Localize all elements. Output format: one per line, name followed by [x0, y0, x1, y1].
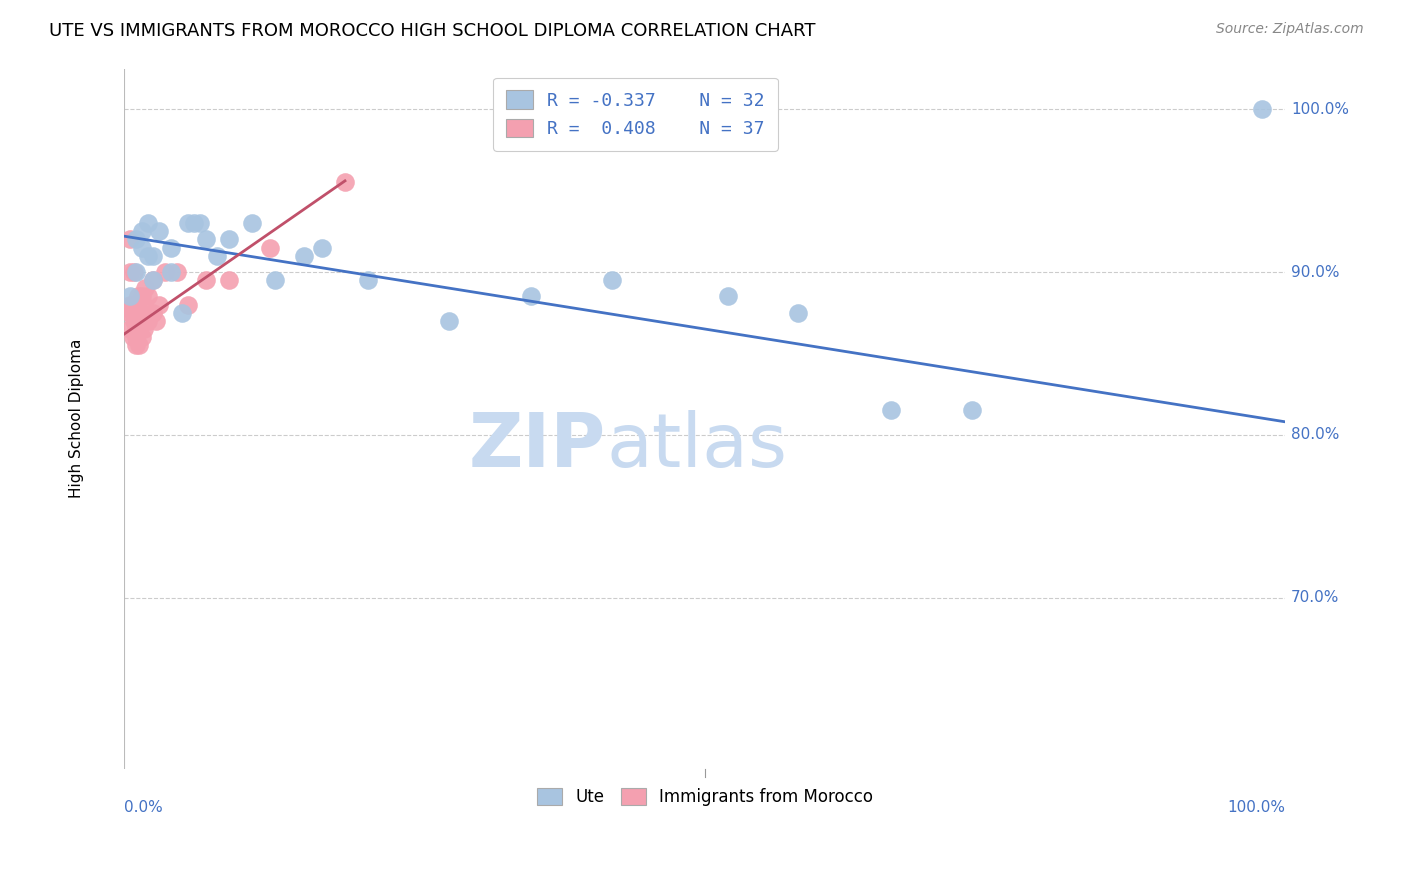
Point	[136, 314, 159, 328]
Point	[333, 176, 356, 190]
Point	[259, 241, 281, 255]
Point	[131, 224, 153, 238]
Point	[131, 241, 153, 255]
Point	[125, 232, 148, 246]
Point	[194, 273, 217, 287]
Point	[172, 306, 194, 320]
Point	[128, 338, 150, 352]
Point	[240, 216, 263, 230]
Point	[1251, 102, 1274, 116]
Point	[292, 249, 315, 263]
Point	[148, 297, 170, 311]
Point	[148, 224, 170, 238]
Text: 0.0%: 0.0%	[124, 800, 163, 815]
Point	[166, 265, 188, 279]
Point	[127, 322, 149, 336]
Text: 90.0%: 90.0%	[1291, 265, 1340, 279]
Point	[159, 241, 181, 255]
Point	[136, 216, 159, 230]
Point	[600, 273, 623, 287]
Legend: Ute, Immigrants from Morocco: Ute, Immigrants from Morocco	[530, 781, 880, 813]
Point	[439, 314, 461, 328]
Point	[121, 330, 143, 344]
Point	[136, 249, 159, 263]
Text: UTE VS IMMIGRANTS FROM MOROCCO HIGH SCHOOL DIPLOMA CORRELATION CHART: UTE VS IMMIGRANTS FROM MOROCCO HIGH SCHO…	[49, 22, 815, 40]
Point	[142, 306, 165, 320]
Point	[142, 249, 165, 263]
Point	[122, 314, 145, 328]
Point	[131, 289, 153, 303]
Point	[120, 297, 142, 311]
Point	[125, 322, 148, 336]
Point	[159, 265, 181, 279]
Point	[125, 330, 148, 344]
Point	[127, 289, 149, 303]
Text: Source: ZipAtlas.com: Source: ZipAtlas.com	[1216, 22, 1364, 37]
Point	[121, 297, 143, 311]
Point	[120, 322, 142, 336]
Point	[120, 289, 142, 303]
Point	[136, 289, 159, 303]
Text: High School Diploma: High School Diploma	[69, 339, 84, 499]
Point	[120, 265, 142, 279]
Point	[218, 232, 240, 246]
Point	[131, 330, 153, 344]
Point	[142, 273, 165, 287]
Point	[134, 281, 156, 295]
Point	[120, 232, 142, 246]
Point	[134, 314, 156, 328]
Text: 80.0%: 80.0%	[1291, 427, 1340, 442]
Point	[194, 232, 217, 246]
Point	[145, 314, 167, 328]
Point	[357, 273, 380, 287]
Text: 100.0%: 100.0%	[1291, 102, 1350, 117]
Point	[153, 265, 176, 279]
Point	[786, 306, 808, 320]
Point	[125, 306, 148, 320]
Text: 70.0%: 70.0%	[1291, 591, 1340, 605]
Point	[132, 322, 155, 336]
Point	[264, 273, 287, 287]
Point	[125, 265, 148, 279]
Point	[121, 306, 143, 320]
Point	[188, 216, 211, 230]
Point	[120, 306, 142, 320]
Point	[311, 241, 333, 255]
Text: 100.0%: 100.0%	[1227, 800, 1285, 815]
Text: atlas: atlas	[606, 410, 787, 483]
Point	[132, 297, 155, 311]
Point	[183, 216, 205, 230]
Text: ZIP: ZIP	[470, 410, 606, 483]
Point	[717, 289, 740, 303]
Point	[879, 403, 901, 417]
Point	[122, 265, 145, 279]
Point	[125, 338, 148, 352]
Point	[519, 289, 541, 303]
Point	[142, 273, 165, 287]
Point	[177, 216, 200, 230]
Point	[218, 273, 240, 287]
Point	[207, 249, 229, 263]
Point	[960, 403, 983, 417]
Point	[177, 297, 200, 311]
Point	[131, 306, 153, 320]
